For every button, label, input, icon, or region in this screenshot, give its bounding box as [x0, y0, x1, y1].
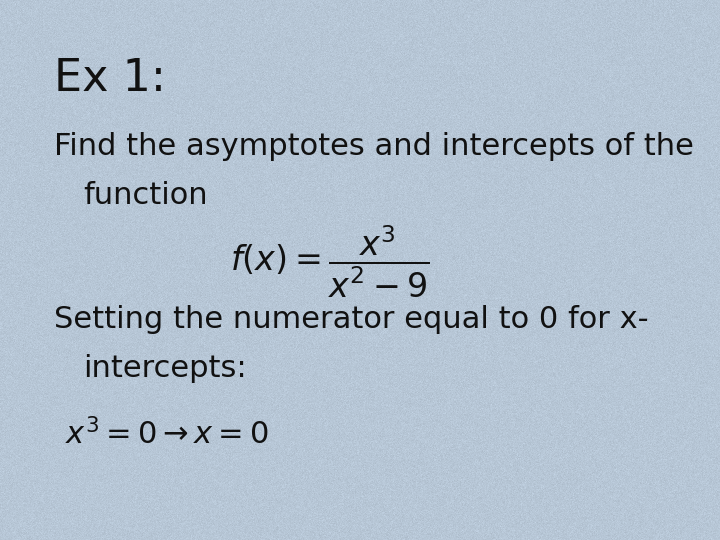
- Text: function: function: [83, 181, 207, 210]
- Text: Setting the numerator equal to 0 for x-: Setting the numerator equal to 0 for x-: [54, 305, 649, 334]
- Text: Ex 1:: Ex 1:: [54, 57, 166, 100]
- Text: intercepts:: intercepts:: [83, 354, 246, 383]
- Text: $x^3=0\rightarrow x=0$: $x^3=0\rightarrow x=0$: [65, 418, 269, 451]
- Text: Find the asymptotes and intercepts of the: Find the asymptotes and intercepts of th…: [54, 132, 694, 161]
- Text: $f(x)=\dfrac{x^3}{x^2-9}$: $f(x)=\dfrac{x^3}{x^2-9}$: [230, 224, 431, 300]
